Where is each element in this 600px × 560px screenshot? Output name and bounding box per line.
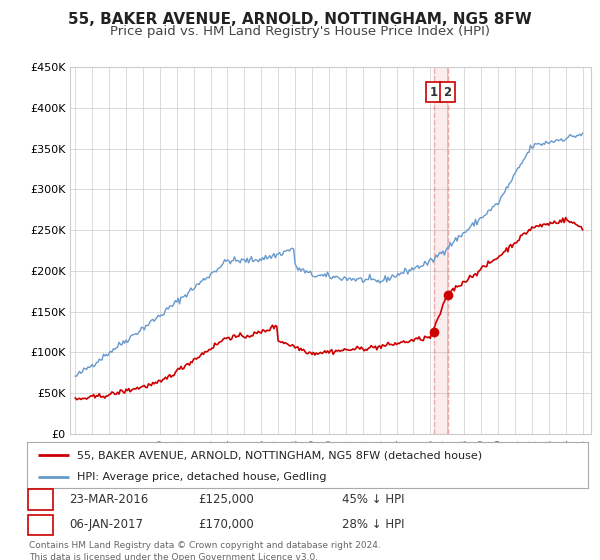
Text: 55, BAKER AVENUE, ARNOLD, NOTTINGHAM, NG5 8FW (detached house): 55, BAKER AVENUE, ARNOLD, NOTTINGHAM, NG… (77, 450, 482, 460)
Text: Contains HM Land Registry data © Crown copyright and database right 2024.
This d: Contains HM Land Registry data © Crown c… (29, 541, 380, 560)
Text: 28% ↓ HPI: 28% ↓ HPI (342, 518, 404, 531)
Text: HPI: Average price, detached house, Gedling: HPI: Average price, detached house, Gedl… (77, 472, 327, 482)
Bar (434, 67, 448, 434)
Text: £125,000: £125,000 (198, 493, 254, 506)
Text: 06-JAN-2017: 06-JAN-2017 (69, 518, 143, 531)
Text: £170,000: £170,000 (198, 518, 254, 531)
Text: 1: 1 (430, 86, 438, 99)
Text: 1: 1 (36, 493, 44, 506)
Text: 23-MAR-2016: 23-MAR-2016 (69, 493, 148, 506)
Text: 2: 2 (443, 86, 452, 99)
Text: 2: 2 (36, 518, 44, 531)
Text: 45% ↓ HPI: 45% ↓ HPI (342, 493, 404, 506)
Text: 55, BAKER AVENUE, ARNOLD, NOTTINGHAM, NG5 8FW: 55, BAKER AVENUE, ARNOLD, NOTTINGHAM, NG… (68, 12, 532, 27)
Text: Price paid vs. HM Land Registry's House Price Index (HPI): Price paid vs. HM Land Registry's House … (110, 25, 490, 38)
